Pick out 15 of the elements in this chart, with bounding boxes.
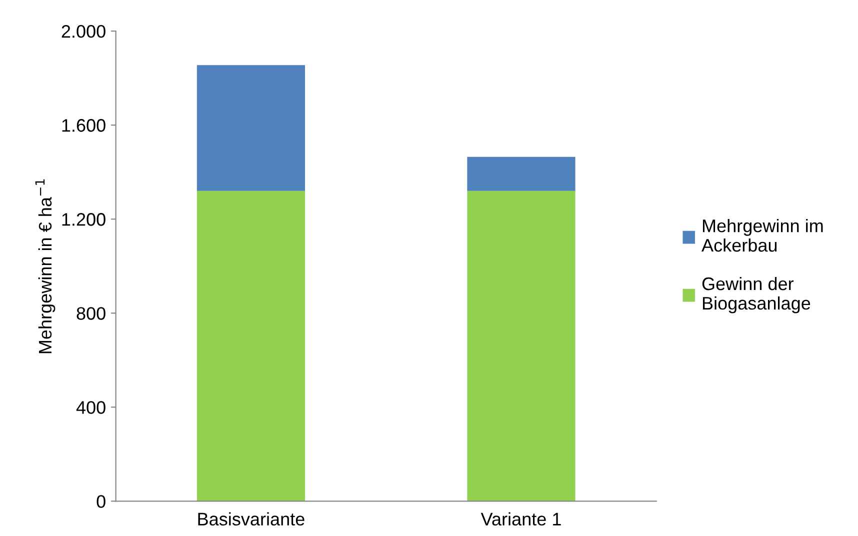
legend-label: Mehrgewinn im Ackerbau xyxy=(702,219,823,252)
y-tick-label: 1.200 xyxy=(62,213,106,226)
y-tick-label: 800 xyxy=(76,307,106,320)
y-tick-label: 0 xyxy=(96,495,106,508)
x-tick-label: Variante 1 xyxy=(480,512,561,526)
bar xyxy=(467,156,576,191)
bar xyxy=(196,65,306,191)
bar xyxy=(196,190,306,502)
bar xyxy=(467,190,576,502)
y-tick-label: 1.600 xyxy=(62,119,106,132)
y-tick-label: 400 xyxy=(76,401,106,414)
y-tick-label: 2.000 xyxy=(62,25,106,38)
legend-label: Gewinn der Biogasanlage xyxy=(702,276,810,314)
x-tick-label: Basisvariante xyxy=(198,512,304,526)
y-axis-title: Mehrgewinn in € ha$^{−1}$ xyxy=(35,179,56,354)
